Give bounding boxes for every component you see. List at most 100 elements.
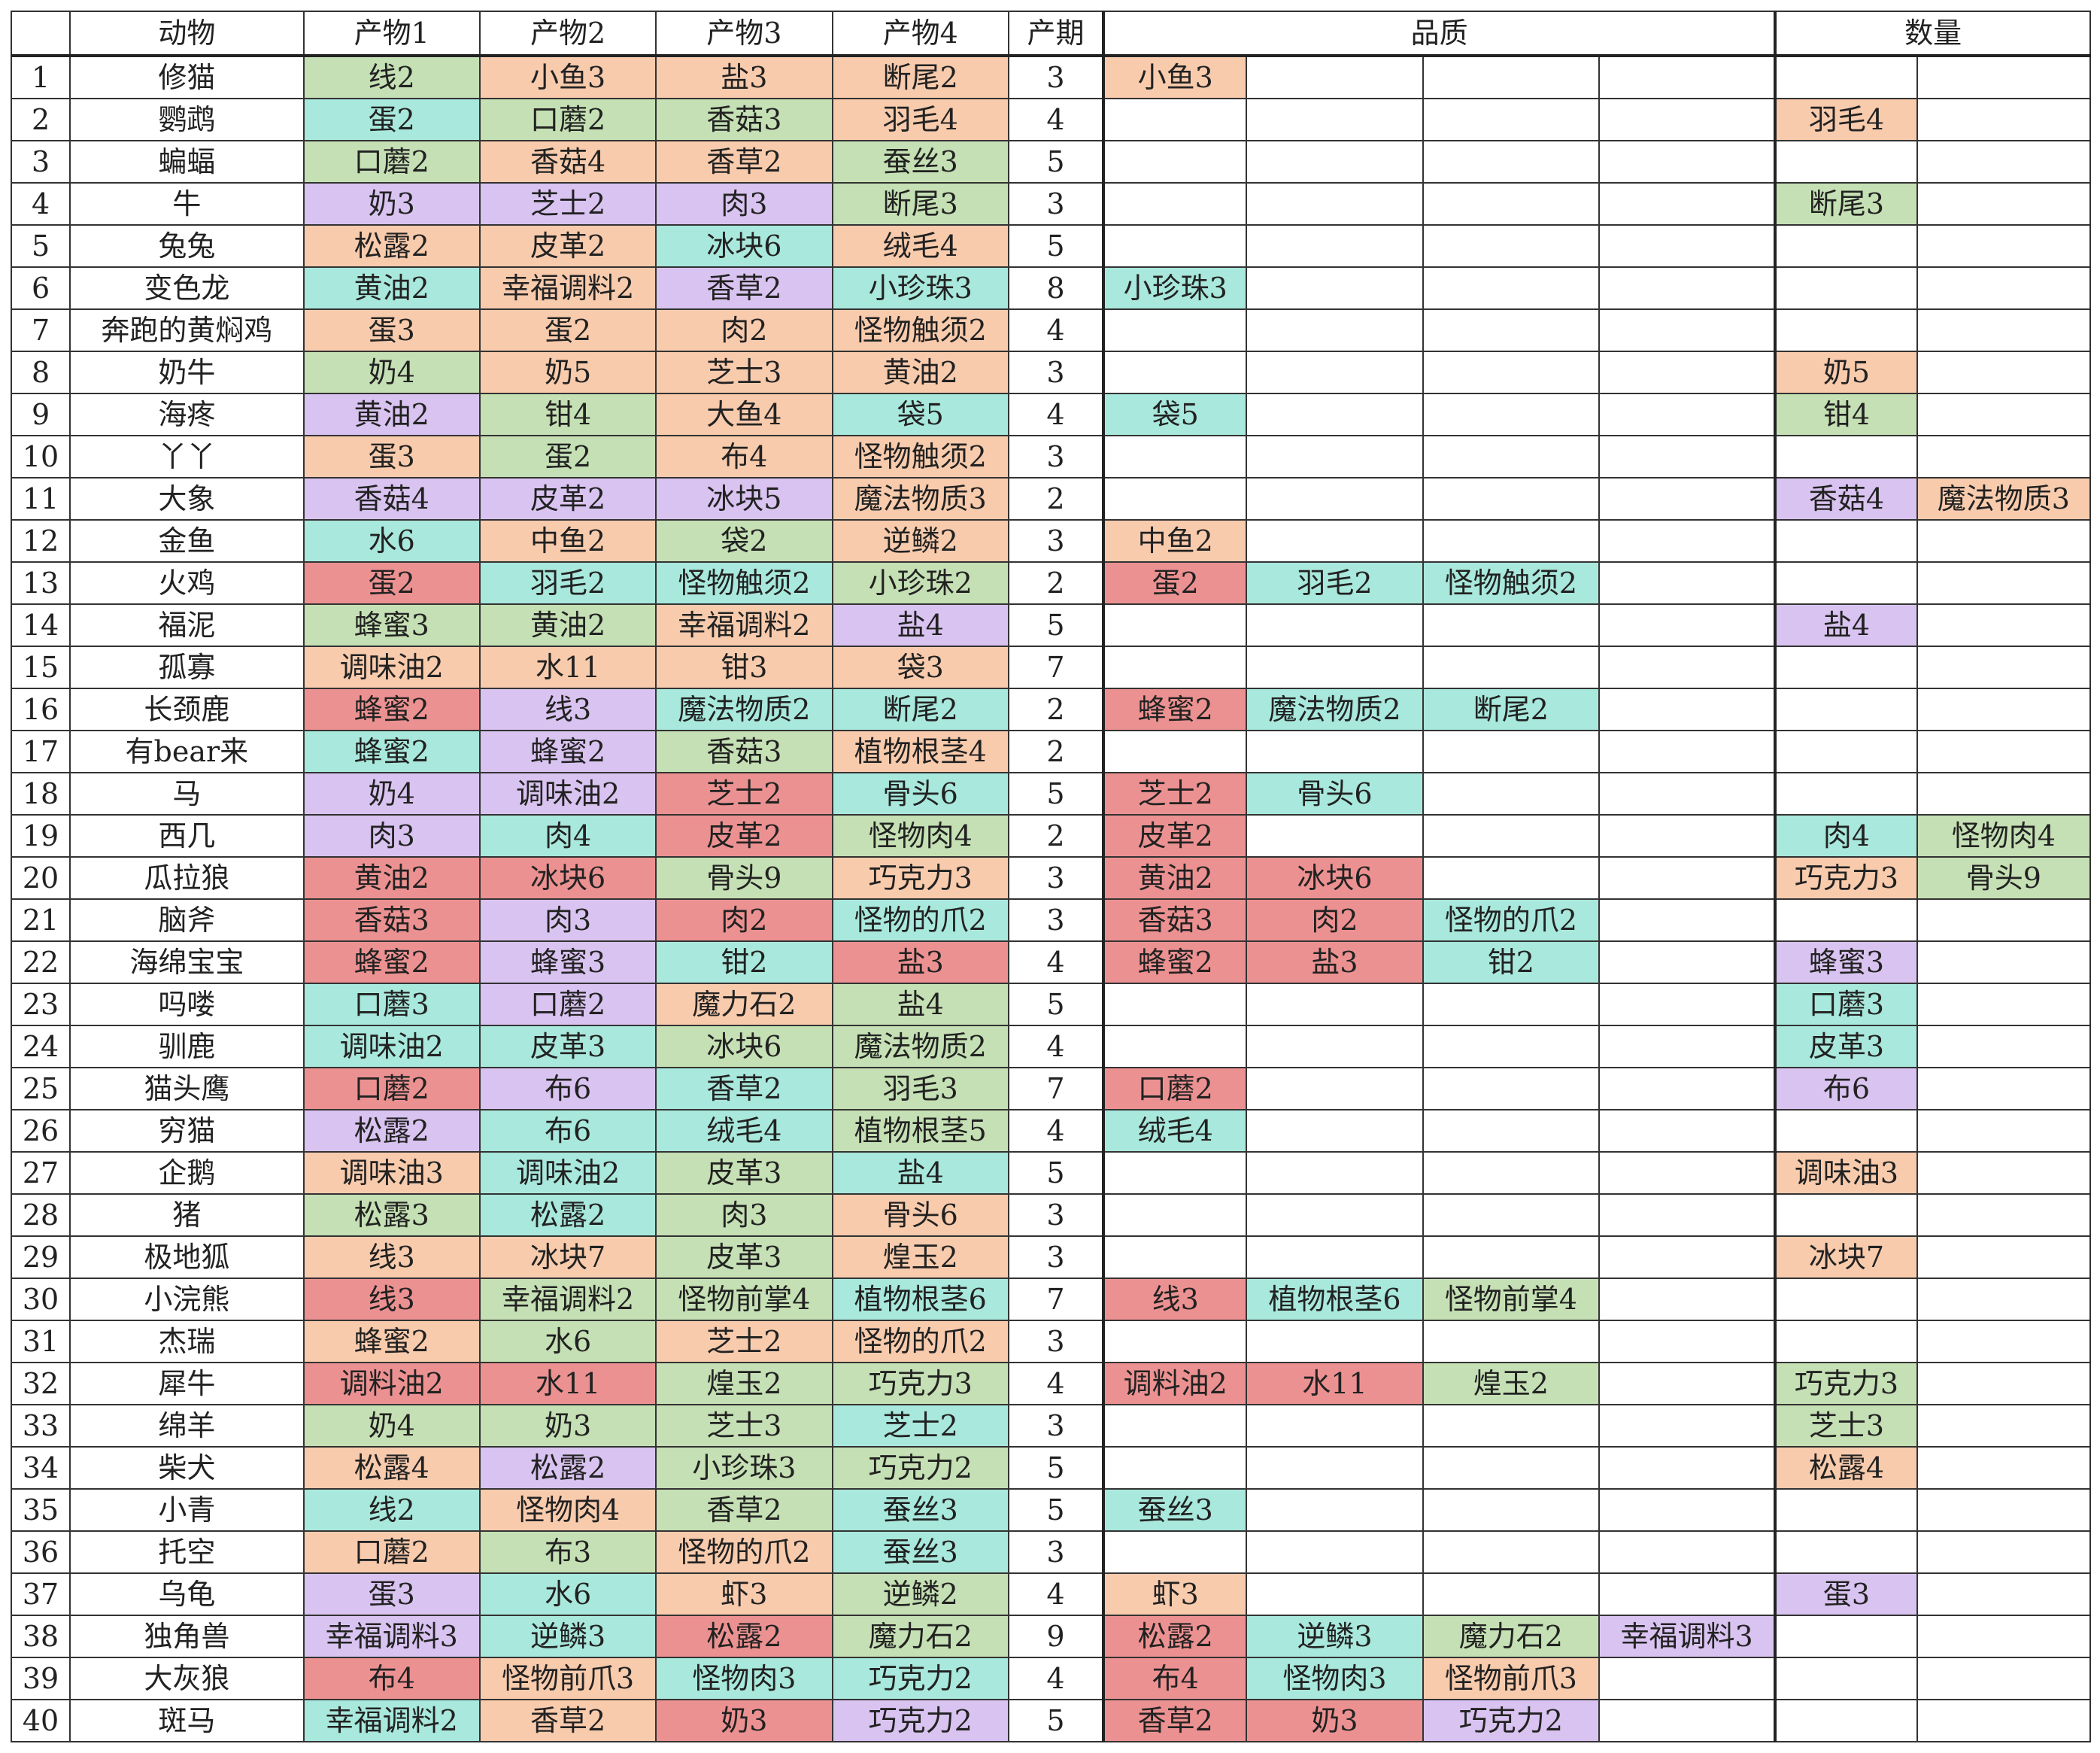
quality-cell[interactable] (1246, 1067, 1424, 1110)
quality-cell[interactable] (1598, 730, 1777, 773)
quality-cell[interactable] (1102, 1235, 1248, 1279)
quality-cell[interactable] (1598, 856, 1777, 900)
quality-cell[interactable] (1422, 1572, 1600, 1616)
row-index-cell[interactable]: 26 (10, 1109, 71, 1153)
animal-name-cell[interactable]: 独角兽 (69, 1615, 305, 1658)
product-1-cell[interactable]: 奶4 (302, 351, 481, 394)
quality-cell[interactable] (1102, 140, 1248, 184)
product-3-cell[interactable]: 肉2 (655, 308, 833, 352)
period-cell[interactable]: 5 (1007, 1151, 1105, 1195)
product-3-cell[interactable]: 小珍珠3 (655, 1446, 833, 1490)
quality-cell[interactable] (1598, 603, 1777, 647)
quality-cell[interactable] (1102, 1404, 1248, 1448)
product-3-cell[interactable]: 肉3 (655, 1193, 833, 1237)
product-3-cell[interactable]: 怪物触须2 (655, 561, 833, 605)
quality-cell[interactable] (1246, 1488, 1424, 1532)
product-4-cell[interactable]: 骨头6 (831, 772, 1009, 816)
product-3-cell[interactable]: 冰块6 (655, 224, 833, 268)
product-1-cell[interactable]: 口蘑2 (302, 1067, 481, 1110)
animal-name-cell[interactable]: 驯鹿 (69, 1025, 305, 1068)
product-2-cell[interactable]: 调味油2 (478, 772, 657, 816)
quantity-cell[interactable]: 蜂蜜3 (1774, 940, 1918, 984)
product-1-cell[interactable]: 松露2 (302, 1109, 481, 1153)
animal-name-cell[interactable]: 西几 (69, 814, 305, 858)
row-index-cell[interactable]: 37 (10, 1572, 71, 1616)
product-1-cell[interactable]: 蛋3 (302, 308, 481, 352)
product-3-cell[interactable]: 怪物前掌4 (655, 1278, 833, 1321)
period-cell[interactable]: 2 (1007, 688, 1105, 731)
quantity-cell[interactable] (1916, 561, 2092, 605)
product-2-cell[interactable]: 奶5 (478, 351, 657, 394)
quality-cell[interactable] (1422, 1025, 1600, 1068)
quantity-cell[interactable] (1774, 266, 1918, 310)
product-3-cell[interactable]: 香草2 (655, 1067, 833, 1110)
product-4-cell[interactable]: 黄油2 (831, 351, 1009, 394)
product-4-cell[interactable]: 煌玉2 (831, 1235, 1009, 1279)
product-4-cell[interactable]: 植物根茎5 (831, 1109, 1009, 1153)
quality-cell[interactable]: 断尾2 (1422, 688, 1600, 731)
quality-cell[interactable] (1246, 1572, 1424, 1616)
period-cell[interactable]: 3 (1007, 1235, 1105, 1279)
product-2-cell[interactable]: 皮革3 (478, 1025, 657, 1068)
product-3-cell[interactable]: 皮革2 (655, 814, 833, 858)
quality-cell[interactable] (1598, 393, 1777, 436)
quality-cell[interactable] (1598, 98, 1777, 141)
quantity-cell[interactable]: 布6 (1774, 1067, 1918, 1110)
quantity-cell[interactable] (1774, 435, 1918, 479)
animal-name-cell[interactable]: 吗喽 (69, 983, 305, 1026)
product-4-cell[interactable]: 巧克力3 (831, 1362, 1009, 1405)
animal-name-cell[interactable]: 马 (69, 772, 305, 816)
quality-cell[interactable] (1598, 435, 1777, 479)
quality-cell[interactable] (1422, 98, 1600, 141)
quality-cell[interactable] (1598, 182, 1777, 226)
row-index-cell[interactable]: 29 (10, 1235, 71, 1279)
quality-cell[interactable] (1422, 646, 1600, 689)
period-cell[interactable]: 3 (1007, 351, 1105, 394)
quality-cell[interactable] (1246, 1025, 1424, 1068)
product-2-cell[interactable]: 水6 (478, 1572, 657, 1616)
product-4-cell[interactable]: 芝士2 (831, 1404, 1009, 1448)
row-index-cell[interactable]: 10 (10, 435, 71, 479)
product-2-cell[interactable]: 幸福调料2 (478, 1278, 657, 1321)
quality-cell[interactable] (1422, 1404, 1600, 1448)
quality-cell[interactable] (1422, 351, 1600, 394)
product-3-cell[interactable]: 冰块6 (655, 1025, 833, 1068)
period-cell[interactable]: 3 (1007, 1193, 1105, 1237)
quality-cell[interactable]: 盐3 (1246, 940, 1424, 984)
period-cell[interactable]: 5 (1007, 772, 1105, 816)
period-cell[interactable]: 5 (1007, 224, 1105, 268)
product-1-cell[interactable]: 松露3 (302, 1193, 481, 1237)
quality-cell[interactable]: 蛋2 (1102, 561, 1248, 605)
quality-cell[interactable] (1102, 1320, 1248, 1363)
quality-cell[interactable] (1102, 1530, 1248, 1574)
quantity-cell[interactable]: 口蘑3 (1774, 983, 1918, 1026)
animal-name-cell[interactable]: 瓜拉狼 (69, 856, 305, 900)
animal-name-cell[interactable]: 大象 (69, 477, 305, 521)
product-2-cell[interactable]: 布6 (478, 1067, 657, 1110)
product-4-cell[interactable]: 怪物的爪2 (831, 1320, 1009, 1363)
animal-name-cell[interactable]: 猫头鹰 (69, 1067, 305, 1110)
product-4-cell[interactable]: 巧克力2 (831, 1657, 1009, 1700)
quality-cell[interactable] (1422, 308, 1600, 352)
quantity-cell[interactable] (1916, 393, 2092, 436)
product-1-cell[interactable]: 黄油2 (302, 393, 481, 436)
row-index-cell[interactable]: 11 (10, 477, 71, 521)
quantity-cell[interactable]: 断尾3 (1774, 182, 1918, 226)
header-quantity[interactable]: 数量 (1774, 11, 2091, 56)
animal-name-cell[interactable]: 海疼 (69, 393, 305, 436)
quality-cell[interactable] (1422, 1320, 1600, 1363)
quality-cell[interactable] (1246, 1320, 1424, 1363)
quality-cell[interactable] (1422, 1151, 1600, 1195)
animal-name-cell[interactable]: 犀牛 (69, 1362, 305, 1405)
period-cell[interactable]: 2 (1007, 561, 1105, 605)
quantity-cell[interactable] (1774, 646, 1918, 689)
quality-cell[interactable]: 袋5 (1102, 393, 1248, 436)
quality-cell[interactable]: 怪物肉3 (1246, 1657, 1424, 1700)
row-index-cell[interactable]: 19 (10, 814, 71, 858)
row-index-cell[interactable]: 18 (10, 772, 71, 816)
quality-cell[interactable] (1598, 561, 1777, 605)
product-4-cell[interactable]: 羽毛4 (831, 98, 1009, 141)
quality-cell[interactable]: 怪物前爪3 (1422, 1657, 1600, 1700)
quality-cell[interactable] (1422, 1488, 1600, 1532)
quality-cell[interactable]: 骨头6 (1246, 772, 1424, 816)
